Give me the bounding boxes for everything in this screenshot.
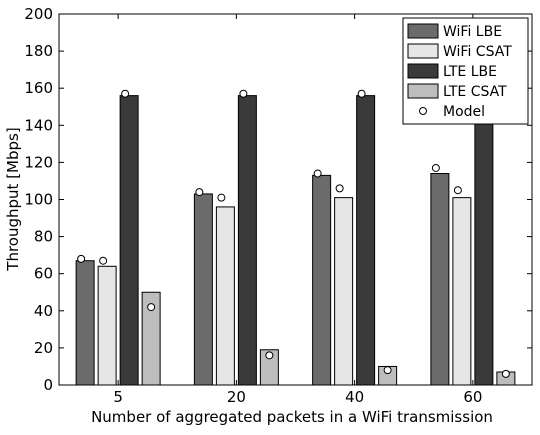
model-point (501, 369, 510, 378)
x-tick-label: 5 (113, 388, 123, 406)
bar (474, 93, 494, 386)
model-point (265, 351, 274, 360)
legend-swatch (407, 23, 439, 39)
bar (356, 95, 376, 386)
x-tick-label: 40 (345, 388, 364, 406)
model-layer (77, 89, 510, 378)
y-tick-label: 200 (24, 5, 53, 23)
axes-layer: 5 20 40 60 0 20 40 60 80 100 120 140 160 180 200 (24, 5, 533, 406)
x-axis-title: Number of aggregated packets in a WiFi t… (91, 408, 493, 426)
model-point (121, 89, 130, 98)
model-point (217, 193, 226, 202)
model-point (195, 188, 204, 197)
plot-frame (58, 13, 533, 386)
legend-label: WiFi CSAT (443, 44, 512, 60)
y-tick-label: 180 (24, 42, 53, 60)
legend: WiFi LBE WiFi CSAT LTE LBE LTE CSAT Model (402, 17, 529, 125)
model-point (431, 163, 440, 172)
model-point (77, 254, 86, 263)
model-point (147, 303, 156, 312)
bar (119, 95, 139, 386)
model-point (239, 89, 248, 98)
model-point (335, 184, 344, 193)
bar (97, 265, 117, 386)
y-tick-label: 0 (43, 376, 53, 394)
bar (430, 173, 450, 386)
bar (75, 260, 95, 386)
model-point (383, 366, 392, 375)
y-tick-label: 100 (24, 191, 53, 209)
model-point (357, 89, 366, 98)
bar (193, 193, 213, 386)
y-tick-label: 80 (34, 228, 53, 246)
y-tick-label: 20 (34, 339, 53, 357)
legend-label: LTE LBE (443, 64, 497, 80)
legend-swatch (407, 83, 439, 99)
legend-model-marker (419, 107, 427, 115)
model-point (99, 256, 108, 265)
legend-label: WiFi LBE (443, 24, 502, 40)
legend-swatch (407, 63, 439, 79)
model-point (453, 186, 462, 195)
bar (334, 197, 354, 386)
model-point (313, 169, 322, 178)
legend-label: LTE CSAT (443, 84, 507, 100)
bar (312, 174, 332, 386)
bar (237, 95, 257, 386)
y-axis-title: Throughput [Mbps] (4, 127, 22, 271)
y-tick-label: 60 (34, 265, 53, 283)
bar (215, 206, 235, 386)
x-tick-label: 60 (463, 388, 482, 406)
y-tick-label: 140 (24, 116, 53, 134)
y-tick-label: 160 (24, 79, 53, 97)
y-tick-label: 120 (24, 153, 53, 171)
legend-label: Model (443, 104, 485, 120)
legend-swatch (407, 43, 439, 59)
bars-layer (75, 93, 516, 386)
x-tick-label: 20 (227, 388, 246, 406)
bar (452, 197, 472, 386)
y-tick-label: 40 (34, 302, 53, 320)
